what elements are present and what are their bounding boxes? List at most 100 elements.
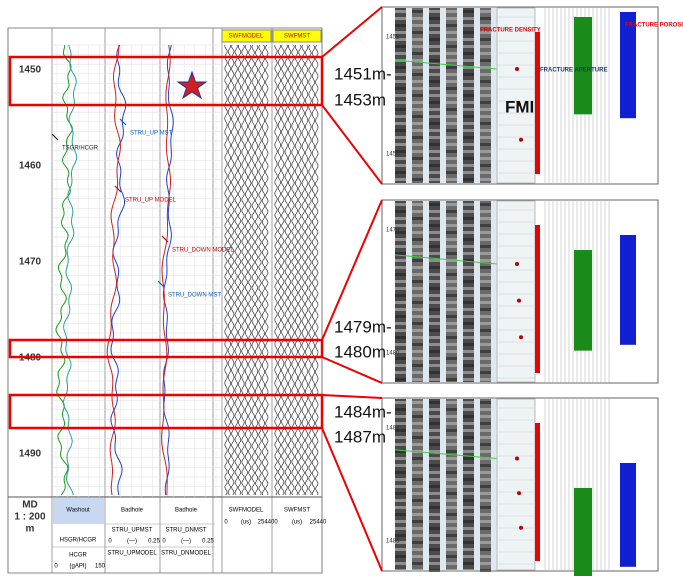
- fmi-texture: [446, 157, 457, 160]
- waveform: [231, 44, 235, 496]
- label: 1484: [386, 426, 400, 432]
- fmi-texture: [429, 266, 440, 269]
- fmi-texture: [429, 478, 440, 481]
- connector: [321, 356, 383, 384]
- fmi-texture: [446, 513, 457, 516]
- fmi-texture: [429, 308, 440, 311]
- fmi-texture: [480, 108, 491, 111]
- fmi-texture: [412, 562, 423, 565]
- fmi-texture: [412, 259, 423, 262]
- fmi-texture: [412, 80, 423, 83]
- fmi-texture: [429, 422, 440, 425]
- fmi-texture: [463, 378, 474, 381]
- fmi-texture: [412, 401, 423, 404]
- fmi-texture: [463, 301, 474, 304]
- fmi-texture: [395, 443, 406, 446]
- fmi-texture: [480, 252, 491, 255]
- fmi-texture: [480, 350, 491, 353]
- fmi-texture: [395, 17, 406, 20]
- interval-box: [8, 393, 324, 430]
- fmi-texture: [395, 357, 406, 360]
- fmi-texture: [412, 443, 423, 446]
- fmi-gap: [491, 399, 497, 570]
- dip-marker: [515, 262, 519, 267]
- fmi-texture: [480, 520, 491, 523]
- fmi-texture: [480, 136, 491, 139]
- fmi-texture: [395, 259, 406, 262]
- fmi-texture: [446, 136, 457, 139]
- waveform: [277, 44, 282, 496]
- fmi-texture: [429, 527, 440, 530]
- fmi-texture: [412, 322, 423, 325]
- fmi-texture: [446, 555, 457, 558]
- fmi-texture: [463, 94, 474, 97]
- fmi-texture: [395, 378, 406, 381]
- fmi-texture: [463, 492, 474, 495]
- fmi-texture: [463, 408, 474, 411]
- fmi-texture: [463, 245, 474, 248]
- fmi-texture: [412, 436, 423, 439]
- label: Washout: [66, 508, 90, 514]
- fmi-texture: [429, 343, 440, 346]
- fmi-texture: [429, 245, 440, 248]
- label: 0: [54, 564, 58, 570]
- fmi-pad: [463, 201, 474, 382]
- fmi-texture: [395, 322, 406, 325]
- fmi-texture: [429, 252, 440, 255]
- fmi-texture: [480, 178, 491, 181]
- fmi-texture: [446, 443, 457, 446]
- waveform: [308, 44, 312, 496]
- fmi-texture: [412, 429, 423, 432]
- fmi-texture: [395, 492, 406, 495]
- label: 1 : 200: [14, 512, 46, 523]
- fmi-texture: [395, 471, 406, 474]
- fmi-texture: [429, 513, 440, 516]
- fmi-texture: [395, 555, 406, 558]
- fmi-texture: [412, 371, 423, 374]
- fmi-texture: [395, 506, 406, 509]
- fmi-texture: [463, 157, 474, 160]
- fracture-porosity: [620, 463, 636, 567]
- fmi-texture: [412, 357, 423, 360]
- fmi-texture: [480, 287, 491, 290]
- fmi-texture: [412, 150, 423, 153]
- fmi-texture: [463, 443, 474, 446]
- label: STRU_UPMODEL: [107, 551, 157, 557]
- fmi-texture: [395, 308, 406, 311]
- label: 1487m: [334, 427, 386, 446]
- fmi-texture: [395, 350, 406, 353]
- fmi-texture: [395, 541, 406, 544]
- star-marker: [176, 70, 208, 100]
- stru-up-model: [106, 44, 121, 496]
- label: HCGR: [69, 553, 87, 559]
- fmi-texture: [463, 31, 474, 34]
- fmi-gap: [440, 8, 446, 183]
- fmi-texture: [446, 287, 457, 290]
- fmi-texture: [463, 17, 474, 20]
- fmi-texture: [412, 273, 423, 276]
- fmi-texture: [480, 38, 491, 41]
- stru-up-mst: [110, 44, 127, 496]
- fracture-aperture: [574, 488, 592, 576]
- fmi-texture: [446, 541, 457, 544]
- fmi-texture: [395, 436, 406, 439]
- label: STRU_UP MST: [130, 131, 173, 137]
- fmi-texture: [463, 415, 474, 418]
- fmi-texture: [480, 534, 491, 537]
- fmi-texture: [463, 108, 474, 111]
- label: Badhole: [175, 508, 198, 514]
- fmi-texture: [463, 52, 474, 55]
- fmi-texture: [429, 171, 440, 174]
- fmi-texture: [429, 357, 440, 360]
- fmi-texture: [395, 52, 406, 55]
- label: SWFMODEL: [229, 508, 264, 514]
- fmi-texture: [412, 24, 423, 27]
- fmi-texture: [429, 273, 440, 276]
- fmi-texture: [395, 422, 406, 425]
- label: 1480m: [334, 342, 386, 361]
- fmi-texture: [446, 485, 457, 488]
- fmi-texture: [480, 450, 491, 453]
- fmi-texture: [446, 203, 457, 206]
- fmi-texture: [412, 115, 423, 118]
- label: 1470: [19, 257, 42, 268]
